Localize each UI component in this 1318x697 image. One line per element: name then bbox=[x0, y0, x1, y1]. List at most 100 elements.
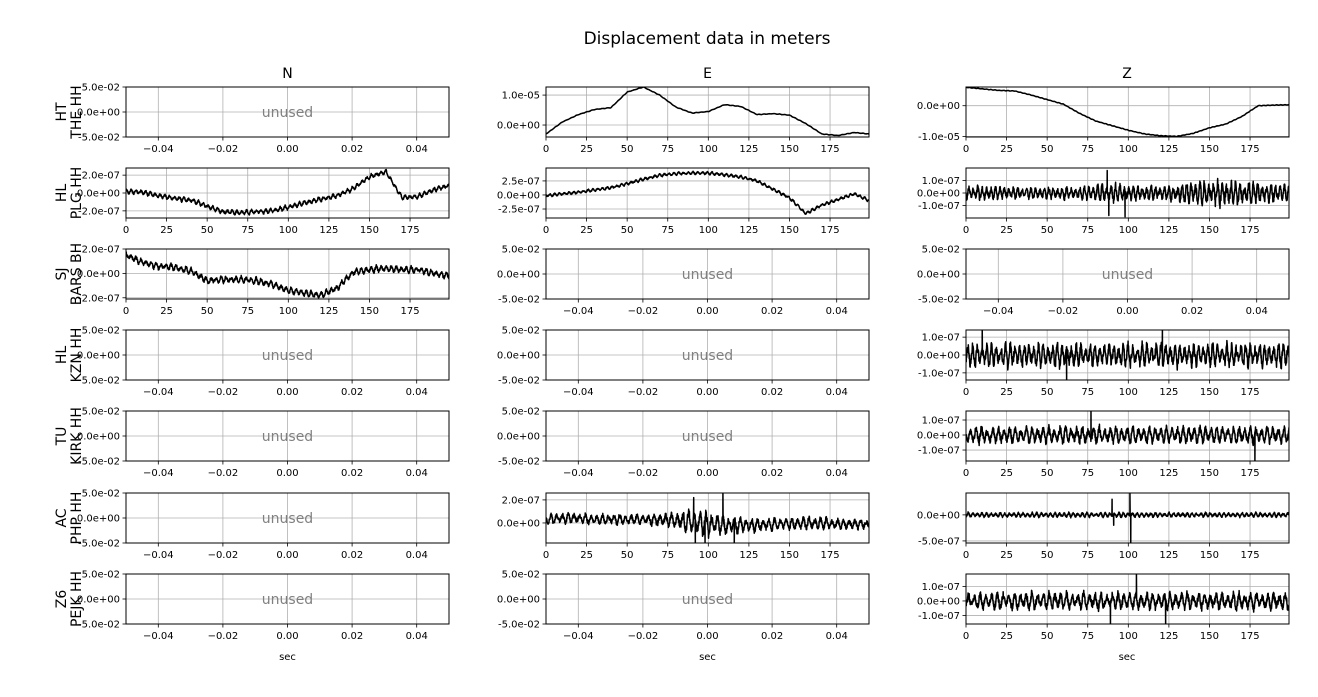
y-tick-label: 5.0e-02 bbox=[82, 83, 120, 94]
subplot-z6-e: unused −0.04 −0.02 0.00 0.02 0.04 5.0e-02 0.0e+… bbox=[497, 570, 870, 642]
subplot-hl-n: 0 25 50 75 100 125 150 175 2.0e-07 0.0e+00 -2.0e-0… bbox=[77, 167, 450, 236]
subplot-ht-e: 0 25 50 75 100 125 150 175 1.0e-05 0.0e+00 bbox=[497, 86, 870, 155]
x-tick-label: 175 bbox=[1240, 550, 1259, 561]
axes-frame bbox=[125, 248, 450, 300]
x-tick-label: 75 bbox=[661, 550, 674, 561]
x-tick-label: 125 bbox=[739, 550, 758, 561]
y-tick-label: -5.0e-02 bbox=[78, 620, 120, 631]
y-tick-label: 0.0e+00 bbox=[917, 596, 960, 607]
x-tick-label: 50 bbox=[621, 144, 634, 155]
axes-frame bbox=[965, 410, 1290, 462]
displacement-trace bbox=[546, 170, 869, 215]
x-tick-label: 0.02 bbox=[761, 306, 783, 317]
x-tick-label: 175 bbox=[400, 306, 419, 317]
unused-label: unused bbox=[682, 267, 733, 283]
x-tick-label: 0.02 bbox=[341, 468, 363, 479]
x-tick-label: 0.02 bbox=[341, 550, 363, 561]
x-tick-label: 50 bbox=[201, 306, 214, 317]
subplot-ht-n: unused −0.04 −0.02 0.00 0.02 0.04 5.0e-02 0.0e+… bbox=[77, 83, 450, 155]
x-tick-label: 0.00 bbox=[1116, 306, 1138, 317]
x-tick-label: −0.02 bbox=[208, 550, 239, 561]
y-tick-label: -5.0e-02 bbox=[918, 295, 960, 306]
station-channel: KIRK HH bbox=[69, 407, 85, 465]
y-tick-label: 1.0e-07 bbox=[922, 582, 960, 593]
subplot-ac-z: 0 25 50 75 100 125 150 175 0.0e+00 -5.0e-07 bbox=[917, 492, 1290, 561]
x-tick-label: 0.00 bbox=[276, 550, 298, 561]
y-tick-label: -2.0e-07 bbox=[78, 206, 120, 217]
x-tick-label: 25 bbox=[1000, 387, 1013, 398]
x-tick-label: 150 bbox=[780, 550, 799, 561]
x-tick-label: 0 bbox=[963, 225, 969, 236]
x-tick-label: 0.00 bbox=[696, 468, 718, 479]
x-tick-label: 0 bbox=[963, 550, 969, 561]
y-tick-label: 5.0e-02 bbox=[82, 407, 120, 418]
x-tick-label: 0.04 bbox=[826, 306, 848, 317]
x-axis-label-n: sec bbox=[279, 652, 296, 663]
unused-label: unused bbox=[682, 429, 733, 445]
y-tick-label: 0.0e+00 bbox=[917, 431, 960, 442]
x-tick-label: 0.04 bbox=[1246, 306, 1268, 317]
x-tick-label: 0.04 bbox=[826, 631, 848, 642]
x-tick-label: 0 bbox=[123, 225, 129, 236]
x-tick-label: 150 bbox=[1200, 550, 1219, 561]
x-tick-label: −0.02 bbox=[628, 631, 659, 642]
x-tick-label: 125 bbox=[1159, 387, 1178, 398]
y-tick-label: 1.0e-07 bbox=[922, 176, 960, 187]
x-tick-label: −0.02 bbox=[208, 144, 239, 155]
y-tick-label: 5.0e-02 bbox=[82, 326, 120, 337]
network-code: HL bbox=[54, 184, 70, 203]
y-tick-label: 0.0e+00 bbox=[497, 351, 540, 362]
y-tick-label: 0.0e+00 bbox=[497, 595, 540, 606]
x-tick-label: 0 bbox=[543, 225, 549, 236]
x-tick-label: −0.02 bbox=[628, 387, 659, 398]
x-tick-label: 0.04 bbox=[826, 387, 848, 398]
displacement-trace bbox=[966, 169, 1289, 218]
figure-title: Displacement data in meters bbox=[584, 29, 831, 49]
displacement-trace bbox=[966, 330, 1289, 380]
x-tick-label: 25 bbox=[160, 306, 173, 317]
y-tick-label: 0.0e+00 bbox=[497, 270, 540, 281]
y-tick-label: 0.0e+00 bbox=[917, 189, 960, 200]
x-tick-label: −0.04 bbox=[563, 306, 594, 317]
unused-label: unused bbox=[682, 348, 733, 364]
station-channel: KZN HH bbox=[69, 328, 85, 383]
x-tick-label: 25 bbox=[1000, 225, 1013, 236]
x-tick-label: 175 bbox=[1240, 144, 1259, 155]
y-tick-label: 0.0e+00 bbox=[77, 269, 120, 280]
x-tick-label: 0.04 bbox=[406, 631, 428, 642]
x-tick-label: 125 bbox=[1159, 631, 1178, 642]
x-tick-label: 150 bbox=[1200, 144, 1219, 155]
x-tick-label: 0.04 bbox=[826, 468, 848, 479]
x-tick-label: 100 bbox=[699, 550, 718, 561]
y-tick-label: 0.0e+00 bbox=[77, 432, 120, 443]
subplot-ac-n: unused −0.04 −0.02 0.00 0.02 0.04 5.0e-02 0.0e+… bbox=[77, 489, 450, 561]
x-tick-label: 125 bbox=[1159, 144, 1178, 155]
x-tick-label: 175 bbox=[1240, 225, 1259, 236]
x-tick-label: 100 bbox=[1119, 631, 1138, 642]
subplot-hl-e: 0 25 50 75 100 125 150 175 2.5e-07 0.0e+00 -2.5e-0… bbox=[497, 167, 870, 236]
axes-frame bbox=[965, 492, 1290, 544]
subplot-grid: HTTHE HH unused −0.04 −0.02 0.00 0.02 0.04 5.0e… bbox=[54, 83, 1290, 642]
x-tick-label: 125 bbox=[739, 144, 758, 155]
x-tick-label: 0.00 bbox=[276, 631, 298, 642]
x-tick-label: −0.04 bbox=[143, 468, 174, 479]
unused-label: unused bbox=[262, 105, 313, 121]
column-title-e: E bbox=[703, 66, 712, 82]
x-tick-label: −0.02 bbox=[208, 387, 239, 398]
y-tick-label: -5.0e-02 bbox=[78, 539, 120, 550]
x-tick-label: 50 bbox=[1041, 468, 1054, 479]
network-code: AC bbox=[54, 508, 70, 527]
axes-frame bbox=[965, 86, 1290, 138]
row-label: SJBARS BH bbox=[54, 243, 85, 305]
y-tick-label: -1.0e-07 bbox=[918, 201, 960, 212]
x-tick-label: 150 bbox=[360, 306, 379, 317]
y-tick-label: -5.0e-02 bbox=[78, 457, 120, 468]
x-tick-label: 0.02 bbox=[761, 468, 783, 479]
x-tick-label: 50 bbox=[201, 225, 214, 236]
x-tick-label: 25 bbox=[1000, 468, 1013, 479]
x-tick-label: 50 bbox=[621, 550, 634, 561]
x-tick-label: 0.04 bbox=[406, 387, 428, 398]
y-tick-label: -5.0e-02 bbox=[498, 376, 540, 387]
x-tick-label: 0.02 bbox=[1181, 306, 1203, 317]
